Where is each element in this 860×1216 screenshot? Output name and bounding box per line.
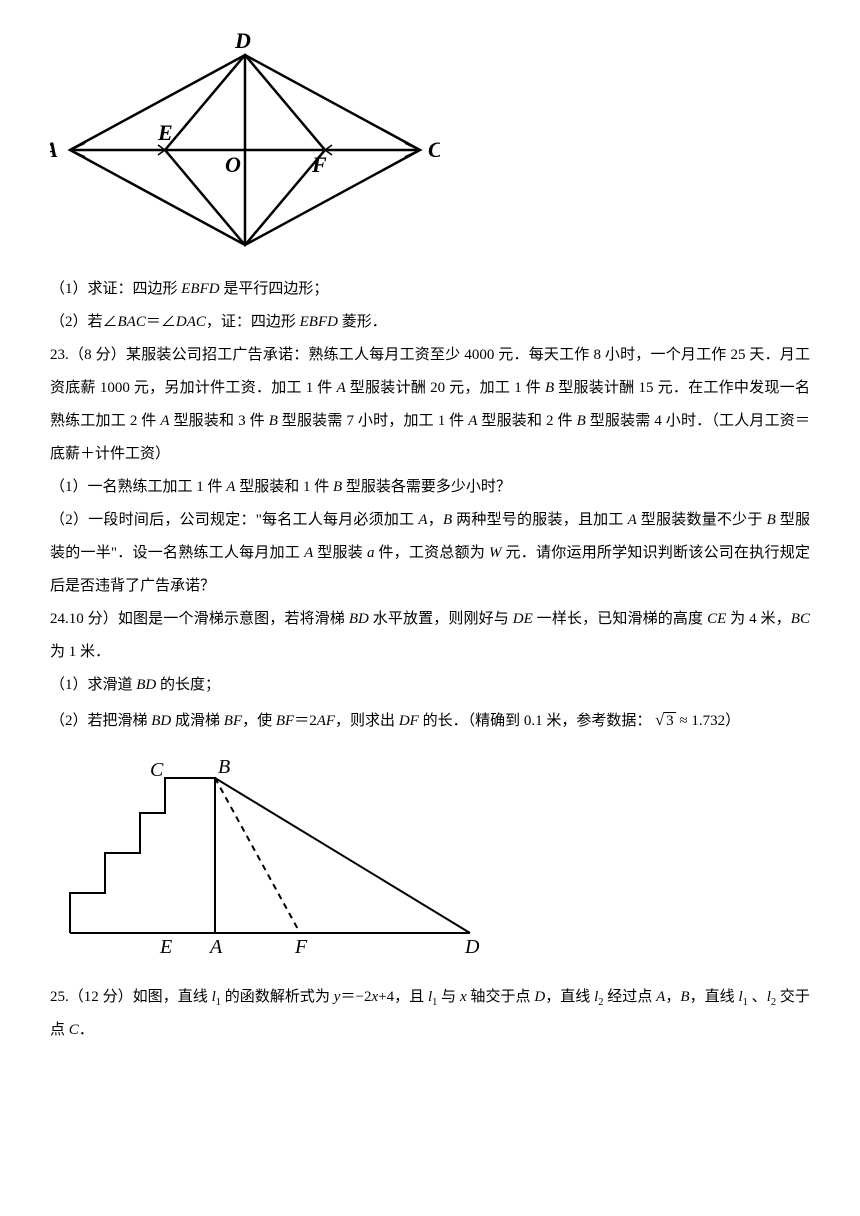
label2-E: E [159, 936, 172, 958]
q24-part2: （2）若把滑梯 BD 成滑梯 BF，使 BF＝2AF，则求出 DF 的长．（精确… [50, 702, 810, 738]
q24-part2-prefix: （2）若把滑梯 BD 成滑梯 BF，使 BF＝2AF，则求出 DF 的长．（精确… [50, 713, 651, 729]
label2-D: D [464, 936, 480, 958]
q23-part1: （1）一名熟练工加工 1 件 A 型服装和 1 件 B 型服装各需要多少小时？ [50, 471, 810, 504]
label-F: F [311, 152, 327, 177]
label-C: C [428, 137, 440, 162]
label-D: D [234, 30, 251, 53]
q25-header: 25.（12 分）如图，直线 l1 的函数解析式为 y＝−2x+4，且 l1 与… [50, 981, 810, 1047]
slide-figure: C B E A F D [50, 748, 810, 971]
rhombus-svg: D A C B E F O B [50, 30, 440, 250]
sqrt-icon: 3 [655, 702, 676, 738]
q23-header: 23.（8 分）某服装公司招工广告承诺：熟练工人每月工资至少 4000 元．每天… [50, 339, 810, 471]
q24-header: 24.10 分）如图是一个滑梯示意图，若将滑梯 BD 水平放置，则刚好与 DE … [50, 603, 810, 669]
slide-svg: C B E A F D [50, 748, 490, 958]
label-O: O [225, 152, 241, 177]
q24-part1: （1）求滑道 BD 的长度； [50, 669, 810, 702]
label2-B: B [218, 756, 230, 778]
q23-part2: （2）一段时间后，公司规定："每名工人每月必须加工 A，B 两种型号的服装，且加… [50, 504, 810, 603]
q22-part1: （1）求证：四边形 EBFD 是平行四边形； [50, 273, 810, 306]
label2-F: F [294, 936, 308, 958]
svg-text:B: B [235, 245, 251, 250]
q22-part2: （2）若∠BAC＝∠DAC，证：四边形 EBFD 菱形． [50, 306, 810, 339]
label2-A: A [208, 936, 223, 958]
label2-C: C [150, 759, 164, 781]
label-E: E [157, 120, 173, 145]
rhombus-figure: D A C B E F O B [50, 30, 810, 263]
q24-approx: ≈ 1.732） [679, 713, 740, 729]
label-A: A [50, 137, 58, 162]
